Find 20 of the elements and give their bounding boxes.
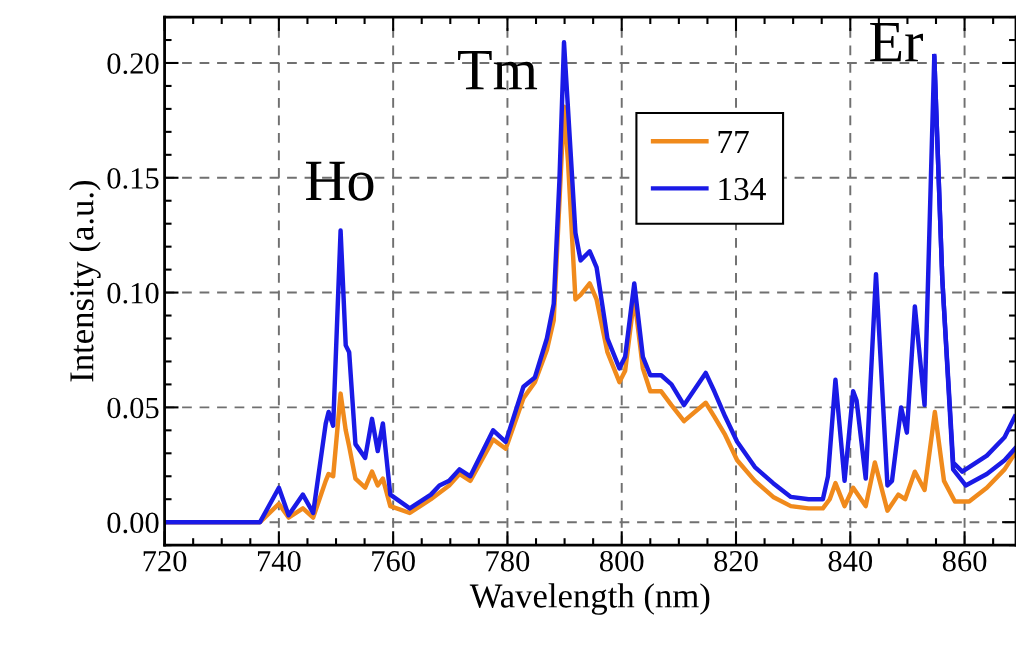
y-tick-label: 0.15: [107, 168, 159, 189]
x-tick-label: 800: [599, 550, 644, 572]
x-axis-title: Wavelength (nm): [469, 583, 710, 615]
x-tick-label: 760: [372, 550, 415, 572]
y-tick-label: 0.00: [107, 512, 159, 534]
annotation: Tm: [458, 50, 538, 90]
annotation: Ho: [306, 161, 374, 201]
legend-label: 77: [718, 131, 749, 153]
x-tick-label: 820: [714, 550, 758, 572]
annotation: Er: [870, 22, 923, 62]
x-tick-label: 840: [828, 550, 873, 572]
y-tick-label: 0.05: [107, 397, 159, 419]
legend-label: 134: [719, 177, 766, 201]
x-tick-label: 860: [942, 550, 987, 572]
y-tick-label: 0.10: [107, 282, 159, 304]
x-tick-label: 740: [257, 550, 301, 572]
y-axis-title: Intensity (a.u.): [69, 180, 101, 382]
y-tick-label: 0.20: [107, 53, 159, 75]
x-tick-label: 780: [486, 550, 530, 572]
x-tick-label: 720: [143, 550, 187, 572]
